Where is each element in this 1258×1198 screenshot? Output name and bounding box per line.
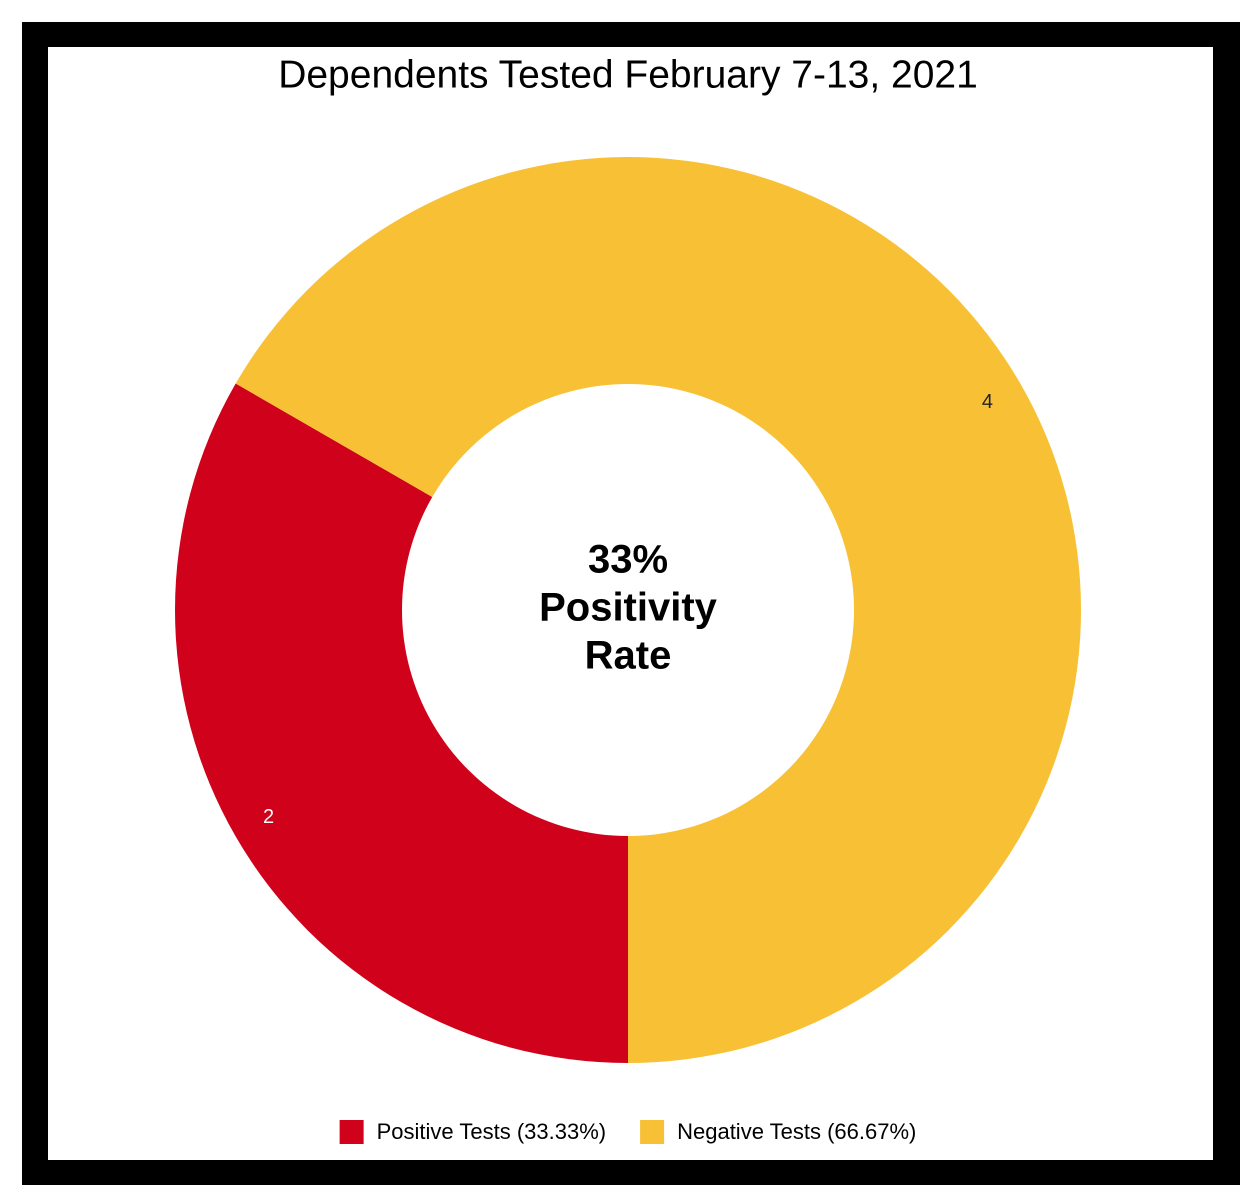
legend-label: Positive Tests (33.33%)	[377, 1119, 606, 1144]
legend-label: Negative Tests (66.67%)	[677, 1119, 916, 1144]
data-label: 4	[982, 391, 993, 413]
slice	[174, 383, 629, 1063]
center-label: Rate	[585, 634, 672, 678]
data-label: 2	[263, 806, 274, 828]
legend-swatch	[640, 1120, 665, 1144]
center-label: 33%	[588, 538, 668, 582]
chart-title: Dependents Tested February 7-13, 2021	[278, 53, 978, 96]
slice	[235, 157, 1081, 1063]
legend-swatch	[339, 1120, 364, 1144]
center-label: Positivity	[539, 586, 718, 630]
